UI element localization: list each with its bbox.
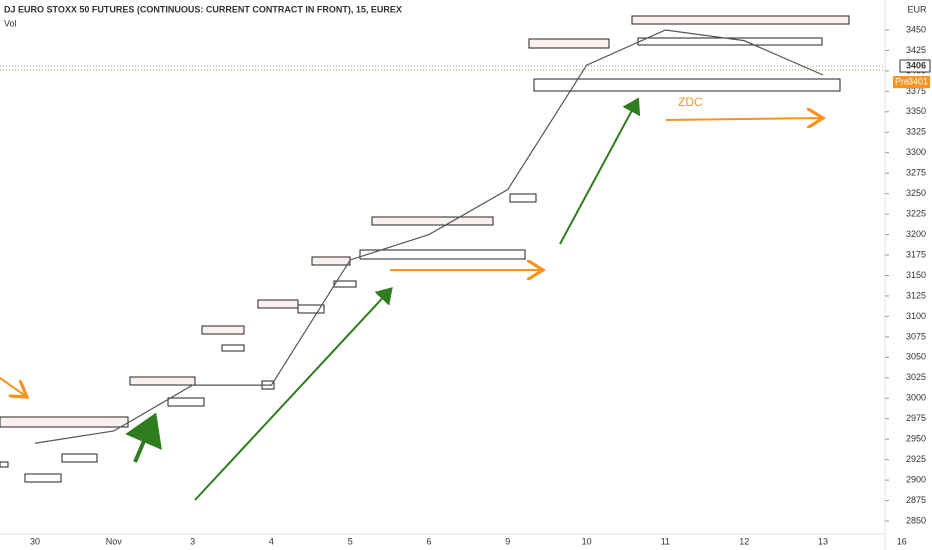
last-price-tag: [899, 59, 931, 73]
zones: [0, 15, 850, 483]
zone: [129, 376, 196, 386]
y-tick-label: 2850: [906, 515, 926, 525]
zone: [0, 416, 129, 428]
last-price-label: 3406: [906, 60, 926, 70]
arrows: [0, 97, 823, 501]
y-tick-label: 2950: [906, 434, 926, 444]
y-tick-label: 2875: [906, 495, 926, 505]
y-tick-label: 3375: [906, 86, 926, 96]
x-tick-label: 3: [190, 536, 195, 546]
zone: [221, 344, 245, 352]
y-tick-label: 3025: [906, 372, 926, 382]
zone: [359, 249, 526, 260]
zone: [257, 299, 299, 309]
currency: EUR: [907, 4, 927, 14]
zone: [371, 216, 494, 226]
pre-label: Pre: [895, 76, 909, 86]
x-tick-label: 30: [30, 536, 40, 546]
y-tick-label: 3050: [906, 352, 926, 362]
pre-price-label: 3401: [908, 76, 928, 86]
zone: [631, 15, 850, 25]
arrow: [194, 287, 393, 501]
x-tick-label: 6: [426, 536, 431, 546]
y-tick-label: 2975: [906, 413, 926, 423]
zone: [637, 37, 823, 46]
y-tick-label: 3350: [906, 106, 926, 116]
y-tick-label: 3300: [906, 147, 926, 157]
zone: [0, 461, 9, 468]
zone: [61, 453, 98, 463]
annotation: ZDC: [678, 95, 703, 109]
arrow: [0, 377, 27, 397]
y-tick-label: 3325: [906, 127, 926, 137]
y-tick-label: 3450: [906, 24, 926, 34]
volume-label: Vol: [4, 18, 17, 28]
x-tick-label: Nov: [106, 536, 123, 546]
zone: [333, 280, 357, 288]
y-tick-label: 3250: [906, 188, 926, 198]
x-tick-label: 13: [818, 536, 828, 546]
zone: [533, 78, 841, 92]
pre-price-tag: [893, 76, 930, 89]
y-tick-label: 3075: [906, 331, 926, 341]
chart-title: DJ EURO STOXX 50 FUTURES (CONTINUOUS: CU…: [4, 4, 402, 14]
x-tick-label: 12: [739, 536, 749, 546]
x-tick-label: 5: [348, 536, 353, 546]
y-tick-label: 3000: [906, 393, 926, 403]
zone: [311, 256, 351, 266]
arrow: [125, 412, 162, 463]
y-tick-label: 3175: [906, 249, 926, 259]
arrow: [559, 97, 641, 245]
zone: [167, 397, 205, 407]
x-tick-label: 4: [269, 536, 274, 546]
zone: [509, 193, 537, 203]
price-line: [34, 29, 824, 444]
y-tick-label: 2925: [906, 454, 926, 464]
y-tick-label: 2900: [906, 474, 926, 484]
x-tick-label: 10: [582, 536, 592, 546]
y-tick-label: 3425: [906, 45, 926, 55]
y-tick-label: 3200: [906, 229, 926, 239]
x-tick-label: 9: [505, 536, 510, 546]
y-tick-label: 3150: [906, 270, 926, 280]
arrow: [665, 118, 823, 120]
zone: [297, 304, 325, 314]
y-tick-label: 3125: [906, 290, 926, 300]
x-tick-label: 11: [661, 536, 670, 546]
y-tick-label: 3100: [906, 311, 926, 321]
zone: [24, 473, 62, 483]
y-tick-label: 3225: [906, 209, 926, 219]
zone: [201, 325, 245, 335]
y-tick-label: 3275: [906, 168, 926, 178]
zone: [528, 38, 610, 49]
x-tick-label: 16: [897, 536, 907, 546]
